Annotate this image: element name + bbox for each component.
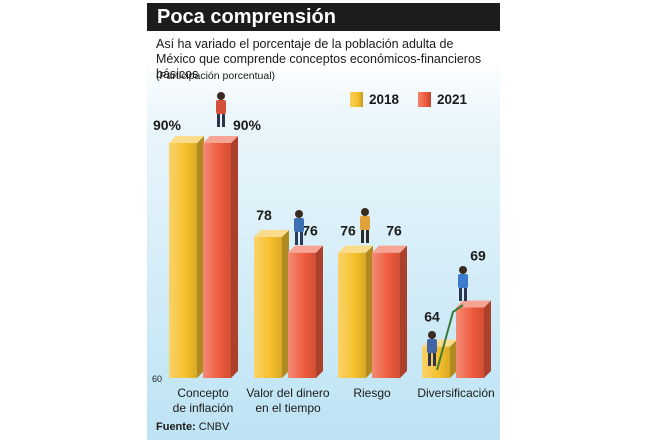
bar-2021-1 — [288, 245, 323, 378]
title-bar: Poca comprensión — [147, 3, 500, 31]
person-figure-4 — [458, 266, 468, 301]
x-tick-label-1-1: en el tiempo — [255, 401, 321, 415]
bar-2018-2 — [338, 245, 373, 378]
bar-2021-0 — [203, 136, 238, 378]
person-figure-2 — [294, 210, 304, 245]
person-figure-5 — [427, 331, 437, 366]
bar-2021-3 — [456, 300, 491, 378]
legend-label-2018: 2018 — [369, 91, 400, 107]
step-line — [436, 304, 464, 371]
person-figure-1 — [216, 92, 226, 127]
bar-2018-1 — [254, 230, 289, 378]
chart-subtitle: Así ha variado el porcentaje de la pobla… — [156, 37, 482, 81]
data-label-2018-3: 64 — [424, 309, 440, 325]
x-tick-label-3-0: Diversificación — [417, 386, 494, 400]
bar-2021-2 — [372, 245, 407, 378]
x-tick-label-0-1: de inflación — [173, 401, 234, 415]
legend-swatch-2021 — [418, 91, 431, 107]
y-tick-label: 60 — [152, 374, 162, 384]
unit-note: (Participación porcentual) — [156, 70, 276, 82]
person-figure-3 — [360, 208, 370, 243]
data-label-2018-1: 78 — [256, 207, 272, 223]
source-label: Fuente: — [156, 421, 196, 433]
infographic-card: Poca comprensión Así ha variado el porce… — [147, 0, 500, 440]
bar-2018-0 — [169, 136, 204, 378]
x-tick-label-0-0: Concepto — [177, 386, 229, 400]
legend-swatch-2018 — [350, 91, 363, 107]
x-tick-label-1-0: Valor del dinero — [246, 386, 329, 400]
data-label-2021-0: 90% — [233, 117, 262, 133]
legend-item-2018: 2018 — [350, 90, 399, 108]
source-text: CNBV — [198, 421, 230, 433]
source-note: Fuente: CNBV — [156, 421, 229, 433]
data-label-2021-3: 69 — [470, 248, 486, 264]
chart-title: Poca comprensión — [157, 6, 336, 28]
data-label-2018-0: 90% — [153, 117, 182, 133]
legend-item-2021: 2021 — [418, 90, 467, 108]
legend-label-2021: 2021 — [437, 91, 468, 107]
data-label-2021-1: 76 — [302, 223, 318, 239]
data-label-2018-2: 76 — [340, 223, 356, 239]
x-tick-label-2-0: Riesgo — [353, 386, 391, 400]
data-label-2021-2: 76 — [386, 223, 402, 239]
